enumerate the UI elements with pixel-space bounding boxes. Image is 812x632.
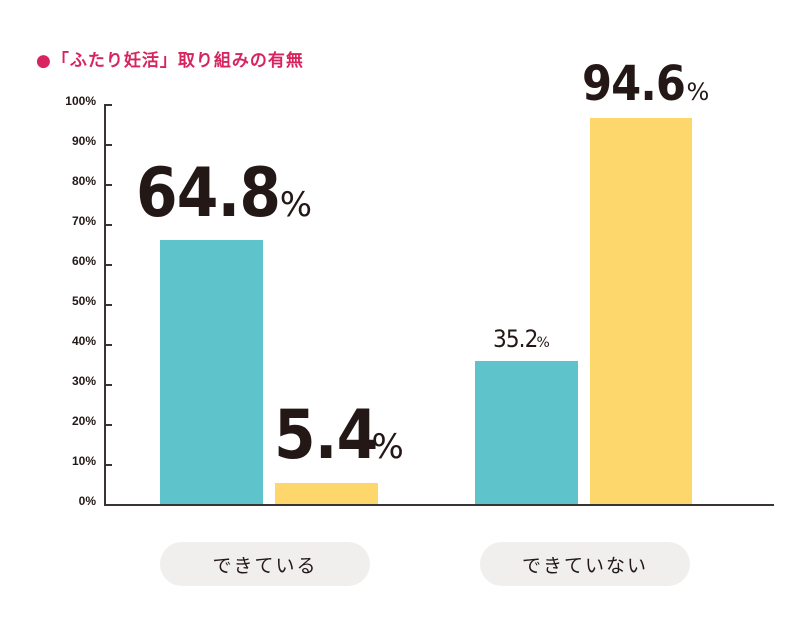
data-label: 64.8%: [136, 160, 312, 228]
data-label-number: 35.2: [493, 325, 538, 353]
data-label: 35.2%: [493, 327, 550, 351]
data-label-percent: %: [686, 78, 710, 106]
y-tick: [104, 144, 112, 146]
data-label-number: 64.8: [136, 154, 281, 233]
data-label: 5.4%: [274, 402, 404, 470]
data-label-percent: %: [371, 427, 404, 467]
y-tick-label: 50%: [71, 294, 96, 308]
x-axis-line: [104, 504, 774, 506]
y-tick-label: 70%: [71, 214, 96, 228]
y-tick-label: 60%: [71, 254, 96, 268]
data-label: 94.6%: [582, 60, 709, 108]
y-tick: [104, 184, 112, 186]
category-label-doing: できている: [160, 542, 370, 586]
y-tick: [104, 424, 112, 426]
bar-notdoing-yellow: [590, 118, 692, 504]
data-label-number: 94.6: [582, 56, 686, 112]
y-tick: [104, 304, 112, 306]
y-tick-label: 100%: [65, 94, 96, 108]
data-label-number: 5.4: [274, 396, 378, 475]
y-tick: [104, 104, 112, 106]
y-tick: [104, 384, 112, 386]
y-tick-label: 40%: [71, 334, 96, 348]
y-tick-label: 90%: [71, 134, 96, 148]
y-tick-label: 20%: [71, 414, 96, 428]
y-tick-label: 30%: [71, 374, 96, 388]
y-tick: [104, 264, 112, 266]
y-tick-label: 80%: [71, 174, 96, 188]
y-tick-label: 0%: [78, 494, 96, 508]
bar-notdoing-teal: [475, 361, 578, 504]
data-label-percent: %: [536, 335, 550, 351]
y-tick: [104, 464, 112, 466]
bar-doing-teal: [160, 240, 263, 504]
y-tick: [104, 224, 112, 226]
category-label-not-doing: できていない: [480, 542, 690, 586]
y-tick-label: 10%: [71, 454, 96, 468]
chart-title: ●「ふたり妊活」取り組みの有無: [36, 51, 304, 71]
bar-doing-yellow: [275, 483, 378, 504]
data-label-percent: %: [279, 185, 313, 225]
y-tick: [104, 344, 112, 346]
